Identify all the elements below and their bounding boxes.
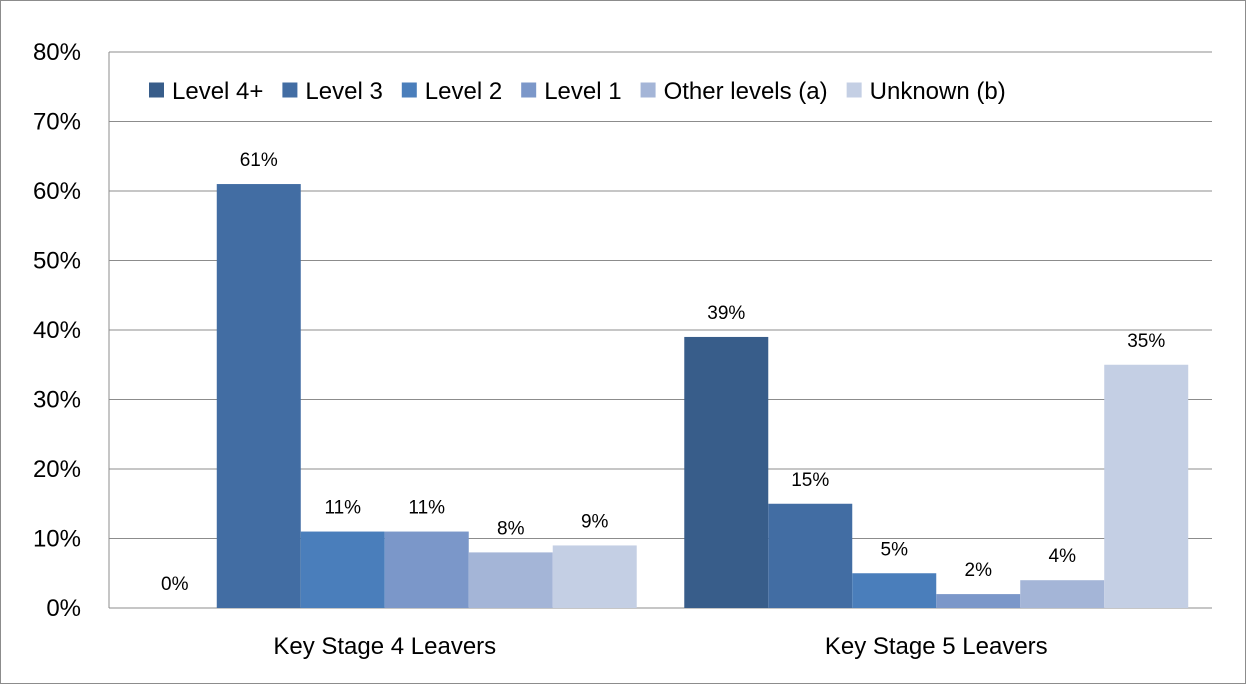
category-label: Key Stage 4 Leavers (273, 633, 496, 660)
legend-label: Level 1 (544, 78, 621, 105)
y-axis: 0% 10% 20% 30% 40% 50% 60% 70% 80% (33, 39, 1212, 622)
bar (300, 531, 385, 608)
data-label: 61% (240, 150, 278, 171)
legend-label: Unknown (b) (870, 78, 1006, 105)
legend-swatch (149, 82, 164, 98)
y-tick-label: 50% (33, 248, 81, 275)
bar (684, 336, 769, 608)
data-label: 15% (791, 470, 829, 491)
legend-item: Other levels (a) (640, 78, 828, 105)
y-tick-label: 40% (33, 317, 81, 344)
y-tick-label: 30% (33, 387, 81, 414)
bar (468, 552, 553, 608)
legend-swatch (846, 82, 862, 98)
legend-item: Level 3 (282, 78, 383, 105)
legend-item: Level 4+ (149, 78, 263, 105)
data-label: 2% (965, 560, 993, 581)
bar (768, 503, 853, 608)
legend-swatch (401, 82, 417, 98)
y-tick-label: 20% (33, 456, 81, 483)
bar (936, 594, 1021, 608)
y-tick-label: 70% (33, 109, 81, 136)
y-tick-label: 60% (33, 178, 81, 205)
legend-label: Level 2 (425, 78, 502, 105)
data-label: 4% (1049, 546, 1077, 567)
data-label: 11% (324, 498, 361, 519)
data-label: 9% (581, 511, 609, 532)
legend-label: Level 4+ (172, 78, 263, 105)
bar (552, 545, 637, 608)
legend: Level 4+ Level 3 Level 2 Level 1 Other level… (149, 78, 1006, 105)
x-axis: Key Stage 4 Leavers Key Stage 5 Leavers (273, 633, 1047, 660)
bar (384, 531, 469, 608)
data-label: 39% (707, 303, 745, 324)
y-tick-label: 80% (33, 39, 81, 66)
legend-swatch (521, 82, 537, 98)
data-label: 0% (161, 574, 189, 595)
data-label: 11% (408, 498, 445, 519)
legend-label: Level 3 (305, 78, 382, 105)
bar (216, 184, 301, 609)
legend-swatch (640, 82, 656, 98)
bars (216, 184, 1189, 609)
category-label: Key Stage 5 Leavers (825, 633, 1048, 660)
legend-label: Other levels (a) (664, 78, 828, 105)
data-label: 8% (497, 518, 525, 539)
bar (1104, 364, 1189, 608)
legend-swatch (282, 82, 298, 98)
legend-item: Level 1 (521, 78, 622, 105)
data-label: 5% (881, 539, 909, 560)
y-tick-label: 10% (33, 526, 81, 553)
data-label: 35% (1127, 331, 1165, 352)
legend-item: Level 2 (401, 78, 502, 105)
bar (852, 573, 937, 608)
bar (1020, 580, 1105, 608)
data-labels: 0% 61% 11% 11% 8% 9% 39% 15% 5% 2% 4% 35% (161, 150, 1165, 595)
legend-item: Unknown (b) (846, 78, 1006, 105)
y-tick-label: 0% (46, 595, 81, 622)
